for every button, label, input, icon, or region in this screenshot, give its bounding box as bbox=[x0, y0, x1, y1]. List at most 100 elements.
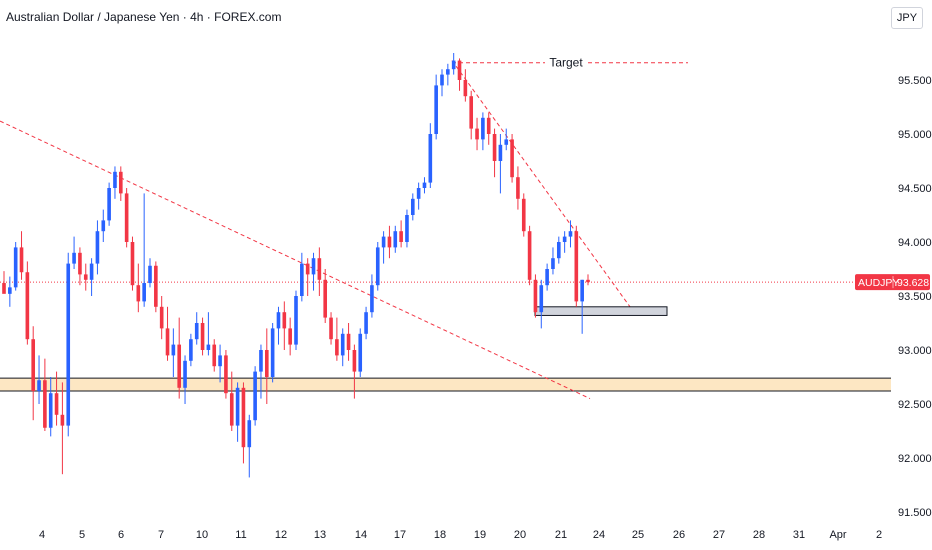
x-tick-label: 27 bbox=[713, 529, 725, 541]
candle bbox=[13, 242, 18, 291]
candle-body bbox=[335, 339, 339, 356]
candle-body bbox=[189, 339, 193, 361]
currency-button[interactable]: JPY bbox=[891, 7, 923, 29]
x-tick-label: 21 bbox=[555, 529, 567, 541]
candle bbox=[498, 134, 503, 194]
candle-body bbox=[124, 193, 129, 242]
candle bbox=[574, 225, 579, 307]
candle bbox=[492, 128, 497, 178]
candle-body bbox=[475, 128, 479, 140]
candle bbox=[212, 339, 217, 372]
support-zone bbox=[0, 378, 891, 392]
candle-body bbox=[358, 333, 363, 372]
candle bbox=[481, 112, 485, 151]
candle-body bbox=[136, 285, 141, 302]
candle-body bbox=[463, 80, 468, 97]
candle-body bbox=[247, 420, 252, 448]
candle bbox=[2, 271, 6, 294]
candle-body bbox=[387, 236, 392, 248]
price-tag-value: 93.628 bbox=[897, 277, 929, 289]
candle-body bbox=[89, 263, 94, 280]
candle bbox=[89, 258, 94, 296]
candle-body bbox=[352, 350, 357, 372]
candle bbox=[317, 247, 322, 296]
candle-body bbox=[568, 231, 573, 237]
candle bbox=[60, 382, 65, 475]
candle-body bbox=[31, 339, 36, 392]
candle-body bbox=[521, 198, 526, 232]
candle bbox=[235, 382, 240, 442]
candle bbox=[457, 58, 462, 91]
candle bbox=[352, 344, 357, 399]
y-tick-label: 92.500 bbox=[898, 399, 932, 411]
x-tick-label: 7 bbox=[158, 529, 164, 541]
candle-body bbox=[422, 182, 427, 188]
candle bbox=[399, 220, 403, 248]
candle bbox=[364, 306, 368, 340]
candle bbox=[247, 414, 252, 478]
candle-body bbox=[78, 252, 82, 275]
candle-body bbox=[113, 171, 117, 188]
candle bbox=[375, 242, 380, 291]
candle bbox=[335, 317, 339, 361]
candle bbox=[165, 306, 170, 361]
y-tick-label: 95.500 bbox=[898, 75, 932, 87]
candle-body bbox=[253, 371, 257, 421]
x-tick-label: 5 bbox=[79, 529, 85, 541]
candle-body bbox=[159, 306, 164, 329]
candle-body bbox=[13, 247, 18, 288]
x-tick-label: 20 bbox=[514, 529, 526, 541]
candle-body bbox=[241, 387, 246, 448]
candle-body bbox=[276, 312, 281, 329]
candle bbox=[136, 263, 141, 313]
candle-body bbox=[200, 323, 205, 350]
candle-body bbox=[551, 258, 555, 269]
candle bbox=[142, 193, 146, 307]
candle-body bbox=[323, 279, 328, 318]
candle-body bbox=[118, 171, 123, 194]
candle-body bbox=[171, 344, 176, 356]
candle bbox=[229, 371, 234, 431]
candle bbox=[410, 193, 415, 221]
candle bbox=[346, 323, 351, 361]
candle-body bbox=[533, 279, 538, 313]
price-tag-bg bbox=[855, 274, 930, 291]
candle bbox=[66, 252, 71, 437]
candle bbox=[469, 90, 474, 140]
x-tick-label: 11 bbox=[235, 529, 246, 541]
target-label: Target bbox=[549, 56, 583, 70]
candle bbox=[224, 350, 228, 399]
candle bbox=[551, 247, 555, 275]
candle-body bbox=[393, 231, 398, 248]
candle-body bbox=[282, 312, 287, 329]
candle-body bbox=[340, 333, 345, 356]
x-tick-label: 17 bbox=[394, 529, 406, 541]
y-tick-label: 94.000 bbox=[898, 237, 932, 249]
candle bbox=[206, 312, 211, 356]
candle-body bbox=[370, 285, 374, 313]
y-tick-label: 95.000 bbox=[898, 129, 932, 141]
candle-body bbox=[142, 283, 146, 302]
x-tick-label: 19 bbox=[474, 529, 486, 541]
candle-body bbox=[218, 355, 222, 367]
candle-body bbox=[399, 231, 403, 242]
candle bbox=[305, 258, 310, 296]
x-tick-label: 13 bbox=[314, 529, 326, 541]
candle-body bbox=[19, 247, 24, 273]
candle-body bbox=[574, 231, 579, 302]
candle-body bbox=[405, 215, 409, 242]
candle bbox=[533, 274, 538, 318]
candle bbox=[241, 382, 246, 464]
x-tick-label: 25 bbox=[632, 529, 644, 541]
candle-body bbox=[586, 279, 590, 283]
candle bbox=[107, 182, 111, 226]
candle bbox=[8, 276, 12, 307]
candle-body bbox=[381, 236, 386, 248]
candle-body bbox=[101, 220, 106, 232]
candle bbox=[562, 231, 567, 253]
candle bbox=[270, 323, 275, 383]
candle bbox=[300, 252, 304, 302]
candle bbox=[527, 225, 532, 286]
